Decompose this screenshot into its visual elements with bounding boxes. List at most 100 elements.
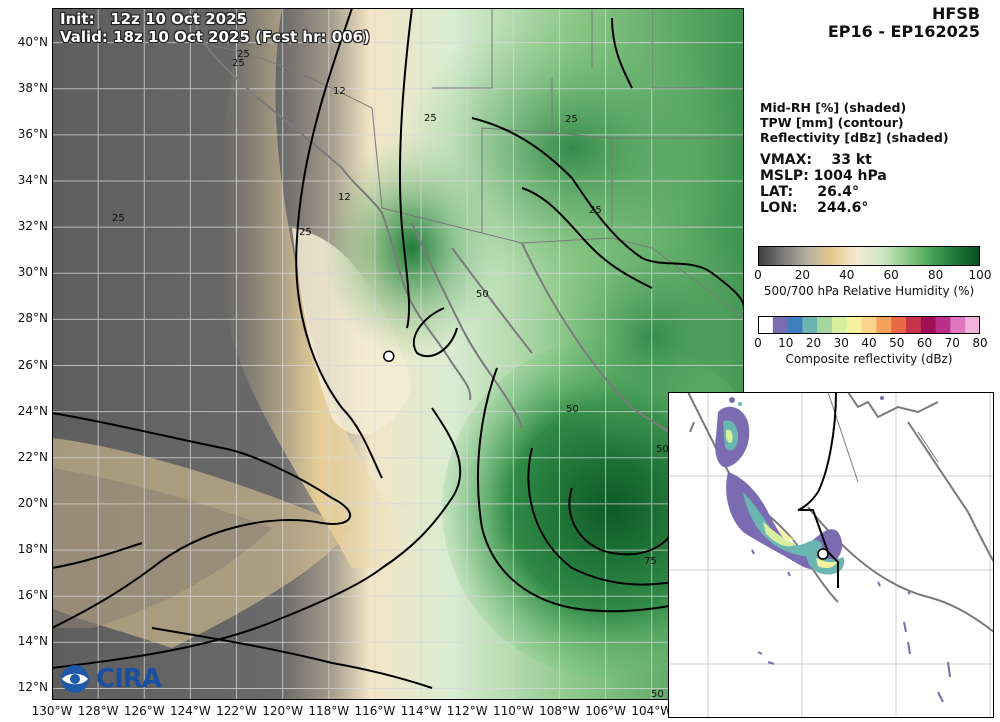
reflectivity-color-step [772,316,789,334]
lon-tick-label: 124°W [170,704,211,718]
tpw-contours [52,8,744,689]
contour-label: 25 [589,205,602,216]
reflectivity-tick-label: 70 [944,336,960,350]
lon-tick-label: 104°W [631,704,673,718]
reflectivity-color-step [758,316,774,334]
rh-colorbar-scale [758,246,980,266]
contour-label: 75 [644,556,657,567]
lat-tick-label: 12°N [17,680,48,695]
reflectivity-color-step [876,316,892,334]
lat-tick-label: 32°N [17,219,48,234]
reflectivity-color-step [817,316,833,334]
lat-tick-label: 30°N [17,265,48,280]
storm-id: EP16 - EP162025 [827,22,980,41]
reflectivity-colorbar-label: Composite reflectivity (dBz) [785,352,953,366]
lat-tick-label: 26°N [17,357,48,372]
reflectivity-tick-label: 10 [778,336,794,350]
contour-label: 50 [656,444,669,455]
reflectivity-inset-map [668,392,994,718]
valid-time: Valid: 18z 10 Oct 2025 (Fcst hr: 006) [60,28,370,46]
stat-lon: LON: 244.6° [760,200,869,216]
rh-colorbar: 0 20 40 60 80 100 500/700 hPa Relative Humidi… [754,246,991,298]
init-time: Init: 12z 10 Oct 2025 [60,10,247,28]
field-tpw: TPW [mm] (contour) [760,115,904,130]
rh-tick-label: 80 [927,268,944,282]
lon-tick-label: 114°W [400,704,442,718]
reflectivity-colorbar-scale [758,316,980,334]
rh-tick-label: 0 [754,268,762,282]
lat-tick-label: 38°N [17,80,48,95]
reflectivity-color-step [787,316,803,334]
contour-label: 50 [476,289,489,300]
contour-label: 25 [565,114,578,125]
contour-label: 25 [299,227,312,238]
rh-colorbar-ticks: 0 20 40 60 80 100 [754,266,991,282]
lon-tick-label: 122°W [216,704,257,718]
stat-mslp: MSLP: 1004 hPa [760,168,887,184]
contour-label: 25 [424,113,437,124]
reflectivity-tick-label: 60 [916,336,933,350]
contour-label: 25 [237,49,250,60]
rh-tick-label: 20 [794,268,811,282]
lat-lon-grid [52,8,744,700]
lon-tick-label: 118°W [308,704,350,718]
inset-borders [827,392,939,483]
reflectivity-color-step [906,316,922,334]
reflectivity-color-step [832,316,848,334]
lon-tick-label: 116°W [354,704,396,718]
lon-tick-label: 128°W [77,704,119,718]
rh-tick-label: 100 [968,268,992,282]
inset-frame [668,392,994,718]
rh-tick-label: 60 [883,268,899,282]
reflectivity-tick-label: 50 [889,336,905,350]
lat-tick-label: 34°N [17,173,48,187]
contour-label: 12 [338,192,351,203]
cira-logo-text: CIRA [96,664,162,694]
reflectivity-tick-label: 0 [754,336,762,350]
lon-tick-label: 110°W [492,704,534,718]
contour-label: 25 [232,58,245,69]
lon-tick-label: 112°W [446,704,488,718]
reflectivity-color-step [802,316,818,334]
storm-center-marker [383,350,395,363]
lon-tick-label: 120°W [262,704,304,718]
lat-tick-label: 16°N [17,588,48,603]
reflectivity-color-step [935,316,951,334]
main-map [52,8,744,700]
reflectivity-color-step [846,316,863,334]
dry-band [221,8,422,568]
lon-tick-label: 106°W [585,704,626,718]
lon-tick-label: 108°W [539,704,580,718]
lat-tick-label: 40°N [17,34,48,49]
reflectivity-color-step [965,316,980,334]
contour-label: 25 [112,213,125,224]
noaa-logo-icon [61,665,89,693]
lat-tick-label: 14°N [17,634,48,649]
reflectivity-tick-label: 40 [861,336,877,350]
reflectivity-color-step [861,316,877,334]
political-borders [191,8,744,319]
field-mid-rh: Mid-RH [%] (shaded) [760,100,907,115]
lat-tick-label: 24°N [17,403,48,418]
reflectivity-colorbar-ticks: 0 10 20 30 40 50 60 70 80 [754,334,987,350]
inset-grid [668,392,994,718]
contour-label: 50 [651,689,664,700]
stat-vmax: VMAX: 33 kt [760,152,872,168]
lat-tick-label: 22°N [17,449,48,464]
rh-colorbar-label: 500/700 hPa Relative Humidity (%) [763,284,975,298]
lat-tick-label: 20°N [17,495,48,510]
reflectivity-tick-label: 80 [972,336,988,350]
reflectivity-tick-label: 20 [805,336,822,350]
contour-label: 50 [566,404,579,415]
lat-tick-label: 36°N [17,126,48,141]
lon-tick-label: 126°W [123,704,165,718]
model-name: HFSB [931,4,980,23]
contour-label: 12 [333,86,346,97]
stat-lat: LAT: 26.4° [760,184,859,200]
reflectivity-echoes [715,396,951,703]
lat-tick-label: 28°N [17,311,48,326]
reflectivity-color-step [891,316,907,334]
reflectivity-tick-label: 30 [833,336,849,350]
lat-tick-label: 18°N [17,542,48,557]
reflectivity-color-step [920,316,937,334]
